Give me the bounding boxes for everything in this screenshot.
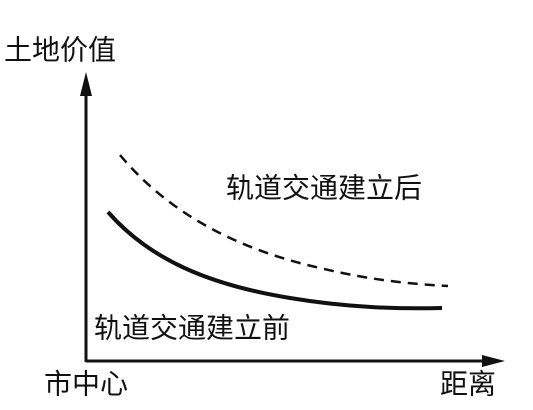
origin-label: 市中心	[44, 368, 128, 401]
curve-label: 轨道交通建立前	[94, 312, 290, 345]
curve-label: 轨道交通建立后	[226, 172, 422, 205]
curve-before	[106, 210, 443, 311]
y-axis-label: 土地价值	[4, 34, 116, 67]
y-axis-arrow	[80, 72, 92, 96]
x-axis-label: 距离	[440, 368, 496, 401]
x-axis-arrow	[482, 355, 505, 367]
